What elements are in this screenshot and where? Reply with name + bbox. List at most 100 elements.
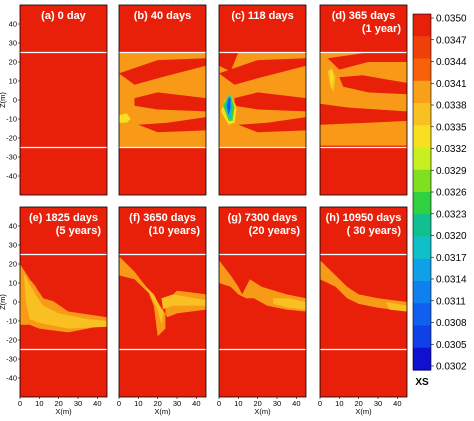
x-tick-label: 40	[192, 399, 200, 408]
xs-field	[320, 5, 407, 195]
red-edge	[219, 147, 306, 154]
y-tick-label: -30	[6, 355, 17, 364]
plume-light	[23, 273, 107, 329]
y-tick-label: 10	[9, 279, 17, 288]
colorbar-label: 0.0332	[436, 144, 467, 155]
x-tick-label: 20	[354, 399, 362, 408]
red-tongue-lower	[320, 103, 407, 125]
colorbar-segment	[413, 58, 431, 82]
panel-title: (h) 10950 days	[326, 212, 402, 224]
y-tick-label: 20	[9, 58, 17, 67]
orange-band	[320, 52, 407, 148]
xs-field	[219, 207, 306, 397]
panel-frame	[218, 206, 307, 398]
red-edge	[320, 145, 407, 152]
x-axis-label: X(m)	[355, 407, 372, 416]
panel-frame	[218, 4, 307, 196]
colorbar-segment	[413, 236, 431, 260]
panel-6: (g) 7300 days(20 years) 0 10 20 30 40 X(m)	[217, 206, 307, 416]
panel-title: (c) 118 days	[231, 10, 293, 22]
y-tick-label: 0	[13, 298, 17, 307]
colorbar-label: 0.0317	[436, 253, 467, 264]
xs-field	[119, 5, 206, 195]
colorbar-label: 0.0329	[436, 166, 467, 177]
x-tick-label: 20	[253, 399, 261, 408]
colorbar-segment	[413, 14, 431, 37]
xs-field	[20, 207, 107, 397]
x-axis-label: X(m)	[55, 407, 72, 416]
colorbar-segment	[413, 347, 431, 371]
colorbar-label: 0.0314	[436, 275, 467, 286]
colorbar-segment	[413, 258, 431, 282]
colorbar-label: 0.0335	[436, 122, 467, 133]
colorbar-label: 0.0302	[436, 362, 467, 373]
y-tick-label: -20	[6, 336, 17, 345]
colorbar-title: XS	[415, 377, 429, 388]
colorbar-segment	[413, 36, 431, 60]
x-tick-label: 0	[217, 399, 221, 408]
y-tick-label: 0	[13, 96, 17, 105]
red-tongue-mid	[134, 92, 206, 112]
x-axis-label: X(m)	[254, 407, 271, 416]
x-axis-label: X(m)	[154, 407, 171, 416]
panel-0: (a) 0 day -40 -30 -20 -10 0 10 20 30 40 Z(m)	[0, 4, 108, 196]
xs-field	[119, 207, 206, 397]
red-tongue-lower	[138, 117, 206, 133]
y-tick-label: -10	[6, 115, 17, 124]
y-tick-label: 40	[9, 20, 17, 29]
y-tick-label: -10	[6, 317, 17, 326]
colorbar: 0.0350 0.0347 0.0344 0.0341 0.0338 0.0335 0.03…	[412, 14, 467, 388]
panel-subtitle: (1 year)	[362, 23, 401, 35]
red-tongue-mid	[234, 92, 306, 112]
plume-yellow	[329, 69, 334, 89]
colorbar-segment	[413, 192, 431, 215]
panel-title: (b) 40 days	[134, 10, 191, 22]
colorbar-segment	[413, 169, 431, 193]
panel-title: (f) 3650 days	[129, 212, 196, 224]
x-tick-label: 0	[18, 399, 22, 408]
colorbar-segment	[413, 325, 431, 349]
red-top	[327, 52, 407, 70]
y-tick-label: -40	[6, 172, 17, 181]
colorbar-label: 0.0305	[436, 340, 467, 351]
x-tick-label: 0	[117, 399, 121, 408]
panels: (a) 0 day -40 -30 -20 -10 0 10 20 30 40 Z(m) (b) 40…	[0, 4, 408, 416]
y-tick-label: 40	[9, 222, 17, 231]
panel-frame	[118, 4, 207, 196]
x-tick-label: 20	[54, 399, 62, 408]
colorbar-label: 0.0320	[436, 231, 467, 242]
y-tick-label: 20	[9, 260, 17, 269]
colorbar-label: 0.0326	[436, 188, 467, 199]
red-tongue-lower	[238, 117, 306, 133]
plume-orange	[119, 256, 206, 337]
colorbar-segment	[413, 214, 431, 238]
red-tongue	[35, 286, 107, 306]
xs-field	[320, 207, 407, 397]
red-tongue-upper	[119, 58, 206, 85]
red-tongue-mid	[339, 75, 407, 95]
colorbar-segment	[413, 80, 431, 104]
xs-field	[219, 5, 306, 195]
x-tick-label: 40	[292, 399, 300, 408]
y-axis-label: Z(m)	[0, 92, 7, 108]
panel-subtitle: ( 30 years)	[347, 225, 402, 237]
red-tongue-upper	[219, 58, 306, 85]
colorbar-segment	[413, 281, 431, 304]
colorbar-label: 0.0341	[436, 79, 467, 90]
colorbar-segment	[413, 303, 431, 327]
panel-title: (d) 365 days	[332, 10, 396, 22]
red-top-left	[219, 52, 239, 72]
plume-light	[385, 302, 407, 312]
x-tick-label: 40	[393, 399, 401, 408]
x-tick-label: 10	[335, 399, 343, 408]
panel-title: (e) 1825 days	[29, 212, 98, 224]
panel-7: (h) 10950 days( 30 years) 0 10 20 30 40 X(m)	[318, 206, 408, 416]
x-tick-label: 0	[318, 399, 322, 408]
y-tick-label: 10	[9, 77, 17, 86]
red-edge	[119, 147, 206, 154]
panel-1: (b) 40 days	[118, 4, 207, 196]
plume-light	[142, 283, 206, 325]
panel-frame	[118, 206, 207, 398]
colorbar-label: 0.0338	[436, 101, 467, 112]
